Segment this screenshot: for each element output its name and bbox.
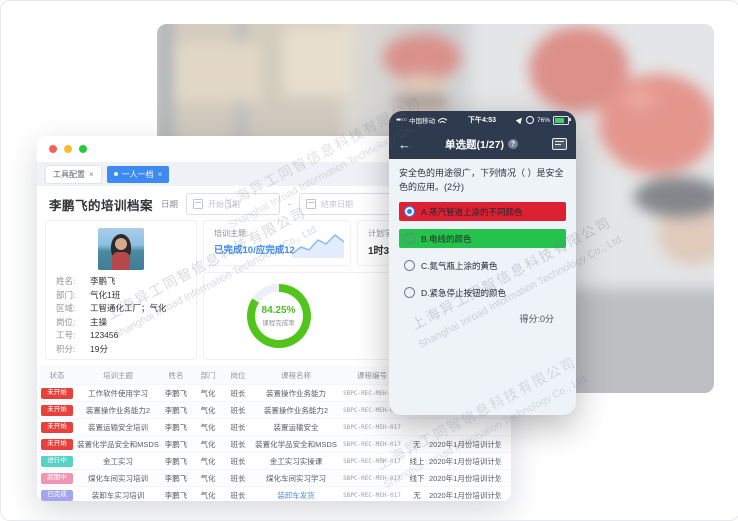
phone-status-bar: ●●○○○ 中国移动 下午4:53 76% [389,111,576,129]
table-row[interactable]: 超期中 煤化车间实习培训 李鹏飞 气化 班长 煤化车间实习学习 SBPC-REC… [37,470,511,487]
row-action-link[interactable]: 取消 [501,473,511,484]
radio-icon[interactable] [404,287,415,298]
option-a[interactable]: A.蒸汽管道上涂的不同颜色 [399,202,566,221]
phone-nav-bar: ← 单选题(1/27) ? [389,129,576,159]
question-title: 单选题(1/27) ? [411,137,552,152]
start-date-input[interactable]: 开始日期 [186,193,281,215]
profile-row: 部门: 气化1班 [56,289,121,300]
row-action-link[interactable]: 查看 [501,439,511,450]
status-badge: 超期中 [41,472,73,484]
topic-label: 培训主题: [214,229,249,238]
status-badge: 未开始 [41,404,73,416]
tab-tool-config[interactable]: 工具配置 × [45,164,102,184]
zoom-window-button[interactable] [79,145,87,153]
option-d-label: D.紧急停止按钮的颜色 [421,287,507,298]
window-controls [49,145,87,153]
end-date-placeholder: 结束日期 [321,199,354,209]
table-row[interactable]: 进行中 金工实习 李鹏飞 气化 班长 金工实习实操课 SBPC-REC-MEH-… [37,453,511,470]
radio-selected-icon[interactable] [404,206,415,217]
profile-row: 区域: 工智通化工厂；气化 [56,303,167,313]
option-c[interactable]: C.氮气瓶上涂的黄色 [399,256,566,275]
profile-row: 岗位: 主操 [56,316,108,327]
status-badge: 未开始 [41,387,73,399]
plan-value: 1时34分 [368,246,405,257]
help-icon[interactable]: ? [507,139,518,149]
calendar-icon [193,199,204,209]
profile-row: 积分: 19分 [56,343,108,354]
close-window-button[interactable] [49,145,57,153]
question-body: 安全色的用途很广，下列情况（ ）是安全色的应用。(2分) A.蒸汽管道上涂的不同… [389,159,576,325]
table-row[interactable]: 已完成 装卸车实习培训 李鹏飞 气化 班长 装卸车发货 SBPC-REC-MEH… [37,487,511,501]
status-badge: 未开始 [41,421,73,433]
close-icon[interactable]: × [89,169,94,179]
course-completion-donut: 84.25% 课程完成率 [246,284,311,348]
clock-label: 下午4:53 [468,117,497,124]
orientation-lock-icon [525,116,534,124]
course-link[interactable]: 装卸车发货 [277,490,315,500]
tab-label: 工具配置 [53,169,85,179]
date-label: 日期 [161,199,179,209]
status-badge: 进行中 [41,455,73,467]
training-topic-card: 培训主题: 已完成10/应完成12 [203,220,351,266]
date-range-separator: - [288,199,292,209]
minimize-window-button[interactable] [64,145,72,153]
close-icon[interactable]: × [157,169,163,179]
end-date-input[interactable]: 结束日期 [299,193,394,215]
option-d[interactable]: D.紧急停止按钮的颜色 [399,283,566,302]
row-action-link[interactable]: 取消 [501,456,511,467]
carrier-label: 中国移动 [409,118,436,125]
location-arrow-icon [515,115,525,125]
topic-progress: 已完成10/应完成12 [214,245,295,256]
profile-card: 姓名: 李鹏飞 部门: 气化1班 区域: 工智通化工厂；气化 岗位: 主操 工号: 123… [45,220,197,360]
battery-icon [552,115,571,125]
row-action-link[interactable]: 取消 [501,490,511,501]
calendar-icon [306,199,317,209]
status-badge: 未开始 [41,438,73,450]
score-label: 得分:0分 [519,314,554,324]
radio-icon[interactable] [404,260,415,271]
battery-percent-label: 76% [536,116,550,124]
tab-label: 一人一档 [121,169,154,179]
start-date-placeholder: 开始日期 [208,199,241,209]
option-a-label: A.蒸汽管道上涂的不同颜色 [421,206,523,217]
question-text: 安全色的用途很广，下列情况（ ）是安全色的应用。(2分) [399,168,564,192]
course-completion-percent: 84.25% [261,305,296,316]
answer-card-icon[interactable] [552,138,567,150]
profile-row: 工号: 123456 [56,330,119,340]
back-arrow-icon[interactable]: ← [398,136,411,152]
radio-icon[interactable] [404,233,415,244]
avatar [98,228,144,270]
dot-icon [113,172,118,176]
tab-one-person-one-file[interactable]: 一人一档 × [106,165,170,183]
option-c-label: C.氮气瓶上涂的黄色 [421,260,498,271]
table-row[interactable]: 未开始 装置化学品安全和MSDS 李鹏飞 气化 班长 装置化学品安全和MSDS … [37,436,511,453]
signal-dots-icon: ●●○○○ [396,117,407,123]
page-title: 李鹏飞的培训档案 [49,198,154,213]
profile-row: 姓名: 李鹏飞 [56,276,116,286]
table-row[interactable]: 未开始 工作软件使用学习 李鹏飞 气化 班长 装置操作业务能力 SBPC-REC… [37,385,511,402]
trend-sparkline-icon [292,234,344,258]
option-b[interactable]: B.电线的颜色 [399,229,566,248]
table-row[interactable]: 未开始 装置运输安全培训 李鹏飞 气化 班长 装置运输安全 SBPC-REC-M… [37,419,511,436]
wifi-icon [438,117,448,123]
course-completion-label: 课程完成率 [262,320,295,327]
status-badge: 已完成 [41,489,73,501]
phone-quiz-overlay: ●●○○○ 中国移动 下午4:53 76% ← 单选题(1/27) ? 安全色的… [389,111,576,415]
option-b-label: B.电线的颜色 [421,233,472,244]
